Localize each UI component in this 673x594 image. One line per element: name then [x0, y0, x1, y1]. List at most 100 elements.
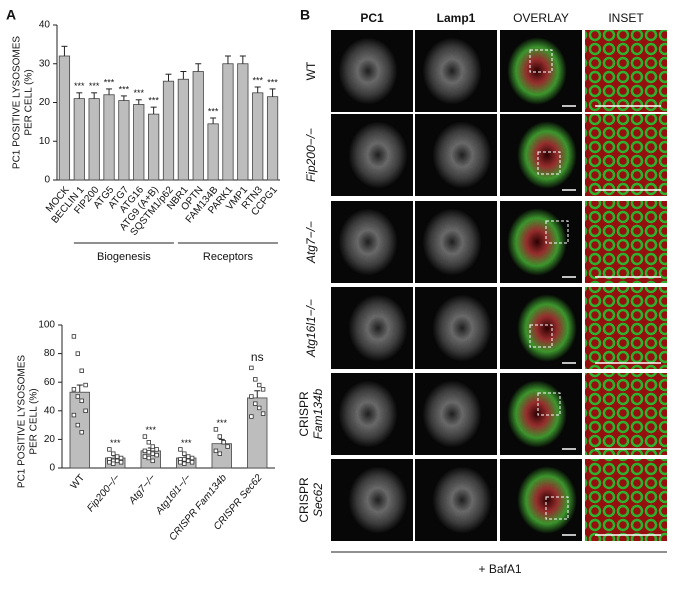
significance: *** [208, 106, 219, 116]
texture [415, 373, 497, 455]
data-point [182, 457, 187, 462]
column-header: Lamp1 [437, 11, 476, 25]
bar [58, 55, 71, 181]
y-axis-label: PC1 POSITIVE LYSOSOMES [12, 36, 23, 170]
data-point [111, 451, 116, 456]
data-point [71, 387, 77, 392]
data-point [221, 440, 226, 445]
texture [415, 114, 497, 196]
significance: *** [252, 75, 263, 85]
row-label: Fam134b [311, 388, 325, 439]
panel-label: A [6, 7, 16, 23]
significance: *** [89, 81, 100, 91]
bar [207, 123, 219, 181]
data-point [217, 434, 222, 439]
texture [331, 287, 413, 369]
group-label: Biogenesis [97, 251, 151, 263]
significance: *** [267, 77, 278, 87]
data-point [142, 454, 148, 459]
data-point [182, 451, 187, 456]
data-point [150, 451, 155, 456]
y-tick-label: 30 [39, 58, 51, 69]
bar [103, 94, 115, 181]
data-point [154, 452, 159, 458]
data-point [253, 377, 258, 382]
texture [331, 30, 413, 112]
texture [500, 459, 582, 541]
data-point [79, 368, 84, 373]
y-tick-label: 20 [39, 97, 51, 108]
data-point [253, 401, 258, 406]
inset-box [537, 392, 561, 416]
row-label: CRISPR [297, 477, 311, 523]
inset-box [545, 496, 569, 520]
texture [415, 287, 497, 369]
significance: *** [134, 88, 145, 98]
significance: *** [119, 84, 130, 94]
y-tick-label: 0 [49, 463, 55, 474]
inset-box [529, 49, 553, 73]
data-point [146, 440, 151, 445]
bar [177, 78, 189, 181]
y-tick-label: 80 [44, 348, 56, 359]
data-point [115, 454, 120, 459]
significance: *** [74, 81, 85, 91]
data-point [83, 382, 88, 388]
bar [162, 80, 175, 181]
texture [331, 373, 413, 455]
bar [252, 92, 264, 181]
data-point [249, 414, 254, 419]
texture [415, 201, 497, 283]
data-point [79, 430, 84, 435]
texture [585, 287, 667, 369]
texture [585, 30, 667, 112]
data-point [142, 434, 148, 439]
texture [585, 373, 667, 455]
data-point [154, 447, 159, 452]
data-point [79, 398, 84, 403]
data-point [217, 451, 222, 456]
texture [331, 459, 413, 541]
data-point [186, 458, 191, 464]
data-point [75, 394, 80, 399]
significance: *** [110, 438, 121, 448]
data-point [83, 408, 88, 413]
data-point [111, 461, 116, 466]
x-tick-label: Fip200−/− [85, 472, 122, 514]
data-point [249, 394, 254, 399]
y-tick-label: 40 [44, 405, 56, 416]
bar [237, 63, 249, 181]
y-tick-label: 60 [44, 377, 56, 388]
significance: *** [181, 438, 192, 448]
y-axis-label: PER CELL (%) [24, 69, 35, 135]
row-label: WT [304, 61, 318, 80]
data-point [178, 460, 183, 465]
data-point [260, 387, 266, 392]
data-point [225, 444, 230, 449]
texture [331, 201, 413, 283]
inset-box [529, 324, 553, 348]
y-tick-label: 0 [44, 175, 50, 186]
significance: *** [104, 77, 115, 87]
data-point [189, 460, 195, 465]
bar [266, 96, 279, 181]
bar [133, 104, 145, 181]
panel-label: B [300, 7, 310, 23]
y-tick-label: 10 [39, 136, 51, 147]
inset-box [537, 151, 561, 175]
data-point [115, 458, 120, 464]
data-point [118, 455, 124, 461]
texture [500, 114, 582, 196]
row-label: Atg16l1−/− [304, 299, 318, 358]
data-point [71, 334, 77, 339]
bar [222, 63, 234, 181]
data-point [257, 405, 262, 411]
data-point [150, 458, 155, 464]
significance: *** [148, 96, 159, 106]
data-point [213, 448, 219, 454]
data-point [182, 461, 187, 466]
y-tick-label: 100 [38, 320, 55, 331]
texture [500, 287, 582, 369]
y-tick-label: 20 [44, 434, 56, 445]
